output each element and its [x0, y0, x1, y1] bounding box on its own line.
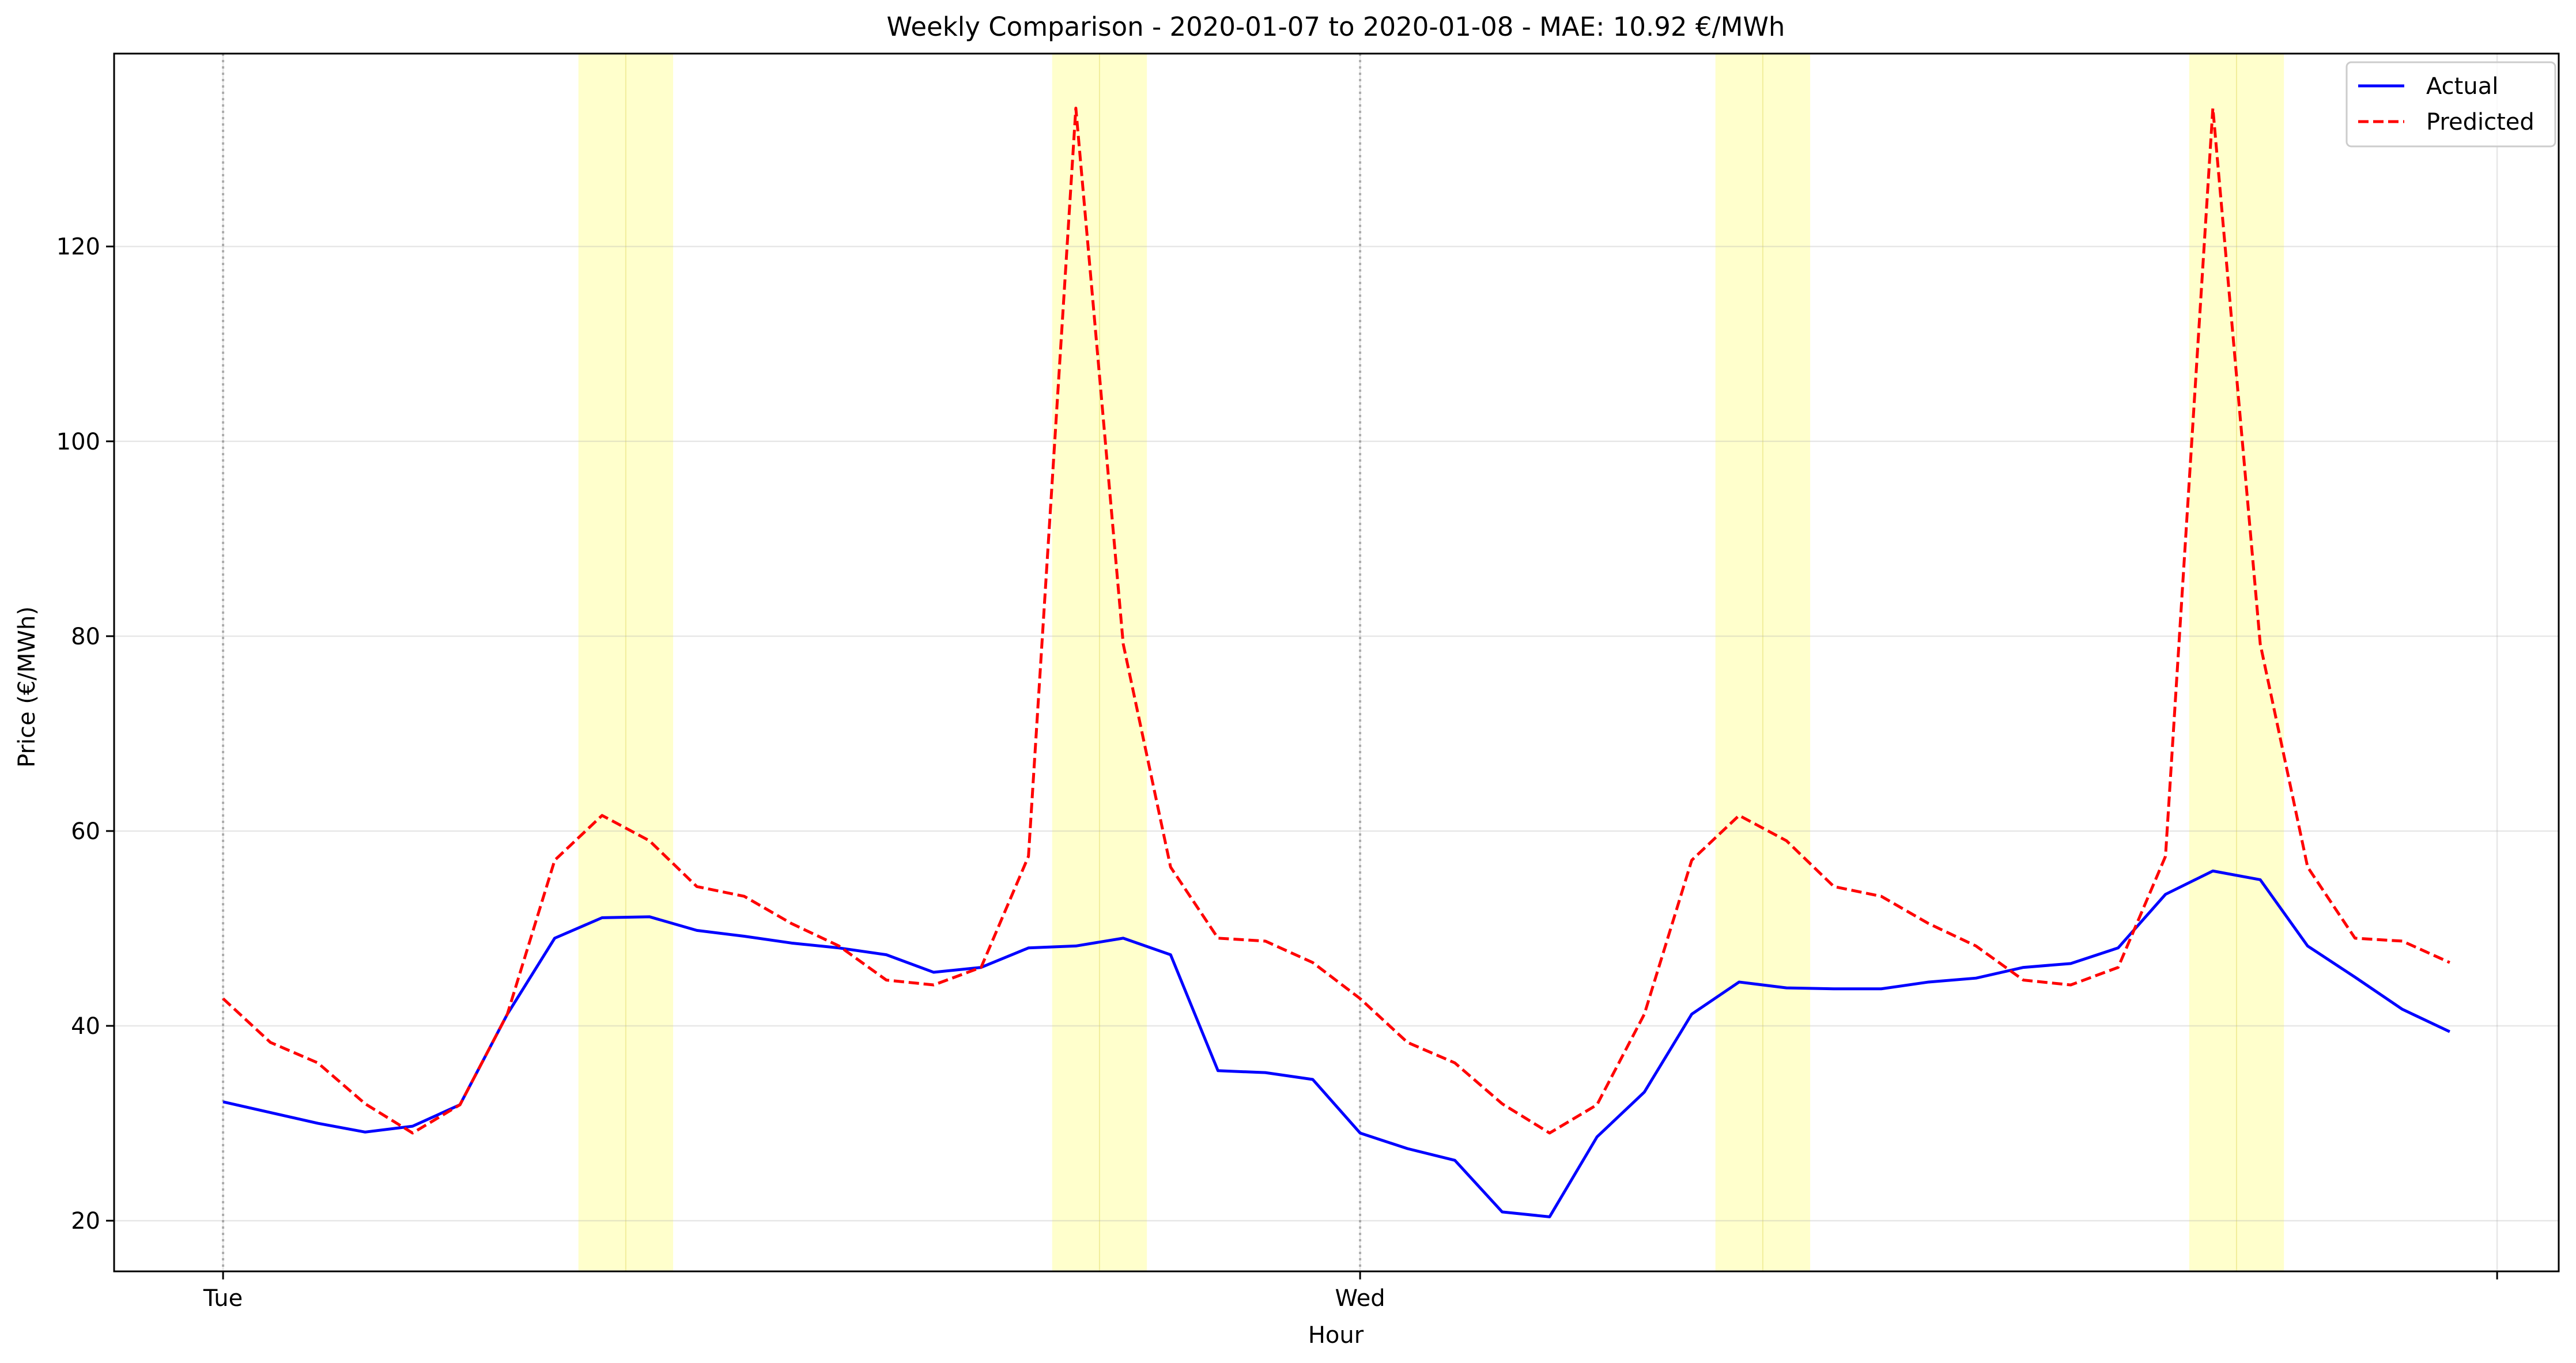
data-point-actual-1	[270, 1112, 271, 1113]
data-point-predicted-1	[270, 1042, 271, 1043]
data-point-predicted-23	[1312, 962, 1313, 963]
data-point-predicted-24	[1360, 998, 1361, 999]
y-axis-ticks: 20 40 60 80 100 120	[56, 234, 114, 1234]
y-tick-label-3: 80	[71, 624, 100, 650]
highlight-bands	[578, 54, 2284, 1271]
series-lines	[222, 107, 2450, 1218]
data-point-predicted-0	[223, 998, 224, 999]
data-point-actual-11	[744, 936, 745, 937]
data-point-predicted-36	[1928, 923, 1929, 924]
data-point-predicted-35	[1881, 896, 1882, 897]
data-point-predicted-11	[744, 896, 745, 897]
data-point-actual-38	[2023, 967, 2024, 968]
series-line-actual	[222, 869, 2450, 1218]
legend-box	[2345, 61, 2556, 148]
data-point-predicted-25	[1407, 1042, 1408, 1043]
x-axis-label: Hour	[1308, 1322, 1364, 1349]
data-point-actual-46	[2402, 1009, 2403, 1010]
y-tick-label-1: 40	[71, 1013, 100, 1040]
data-point-actual-0	[223, 1101, 224, 1102]
data-point-predicted-28	[1549, 1132, 1550, 1133]
data-point-actual-14	[886, 954, 887, 955]
legend: Actual Predicted	[2345, 61, 2556, 148]
data-point-actual-24	[1360, 1132, 1361, 1133]
y-tick-label-5: 120	[56, 234, 100, 260]
data-point-actual-4	[412, 1126, 413, 1127]
day-dividers	[222, 54, 1362, 1271]
data-point-actual-36	[1928, 981, 1929, 982]
data-point-predicted-4	[412, 1132, 413, 1133]
y-tick-label-2: 60	[71, 818, 100, 845]
x-axis-ticks: Tue Wed	[203, 1271, 2498, 1312]
legend-label-predicted: Predicted	[2426, 109, 2535, 135]
x-tick-label-1: Wed	[1335, 1285, 1385, 1312]
data-point-predicted-47	[2449, 962, 2450, 963]
data-point-actual-43	[2260, 879, 2261, 880]
series-line-predicted	[222, 107, 2450, 1135]
data-point-actual-20	[1170, 954, 1171, 955]
legend-label-actual: Actual	[2426, 73, 2498, 100]
y-tick-label-4: 100	[56, 429, 100, 455]
x-tick-label-0: Tue	[203, 1285, 243, 1312]
data-point-predicted-12	[791, 923, 792, 924]
y-axis-label: Price (€/MWh)	[14, 606, 40, 768]
plot-frame	[113, 52, 2560, 1273]
data-point-actual-35	[1881, 988, 1882, 989]
chart-title: Weekly Comparison - 2020-01-07 to 2020-0…	[887, 12, 1785, 42]
y-tick-label-0: 20	[71, 1208, 100, 1234]
data-point-actual-17	[1028, 947, 1029, 948]
